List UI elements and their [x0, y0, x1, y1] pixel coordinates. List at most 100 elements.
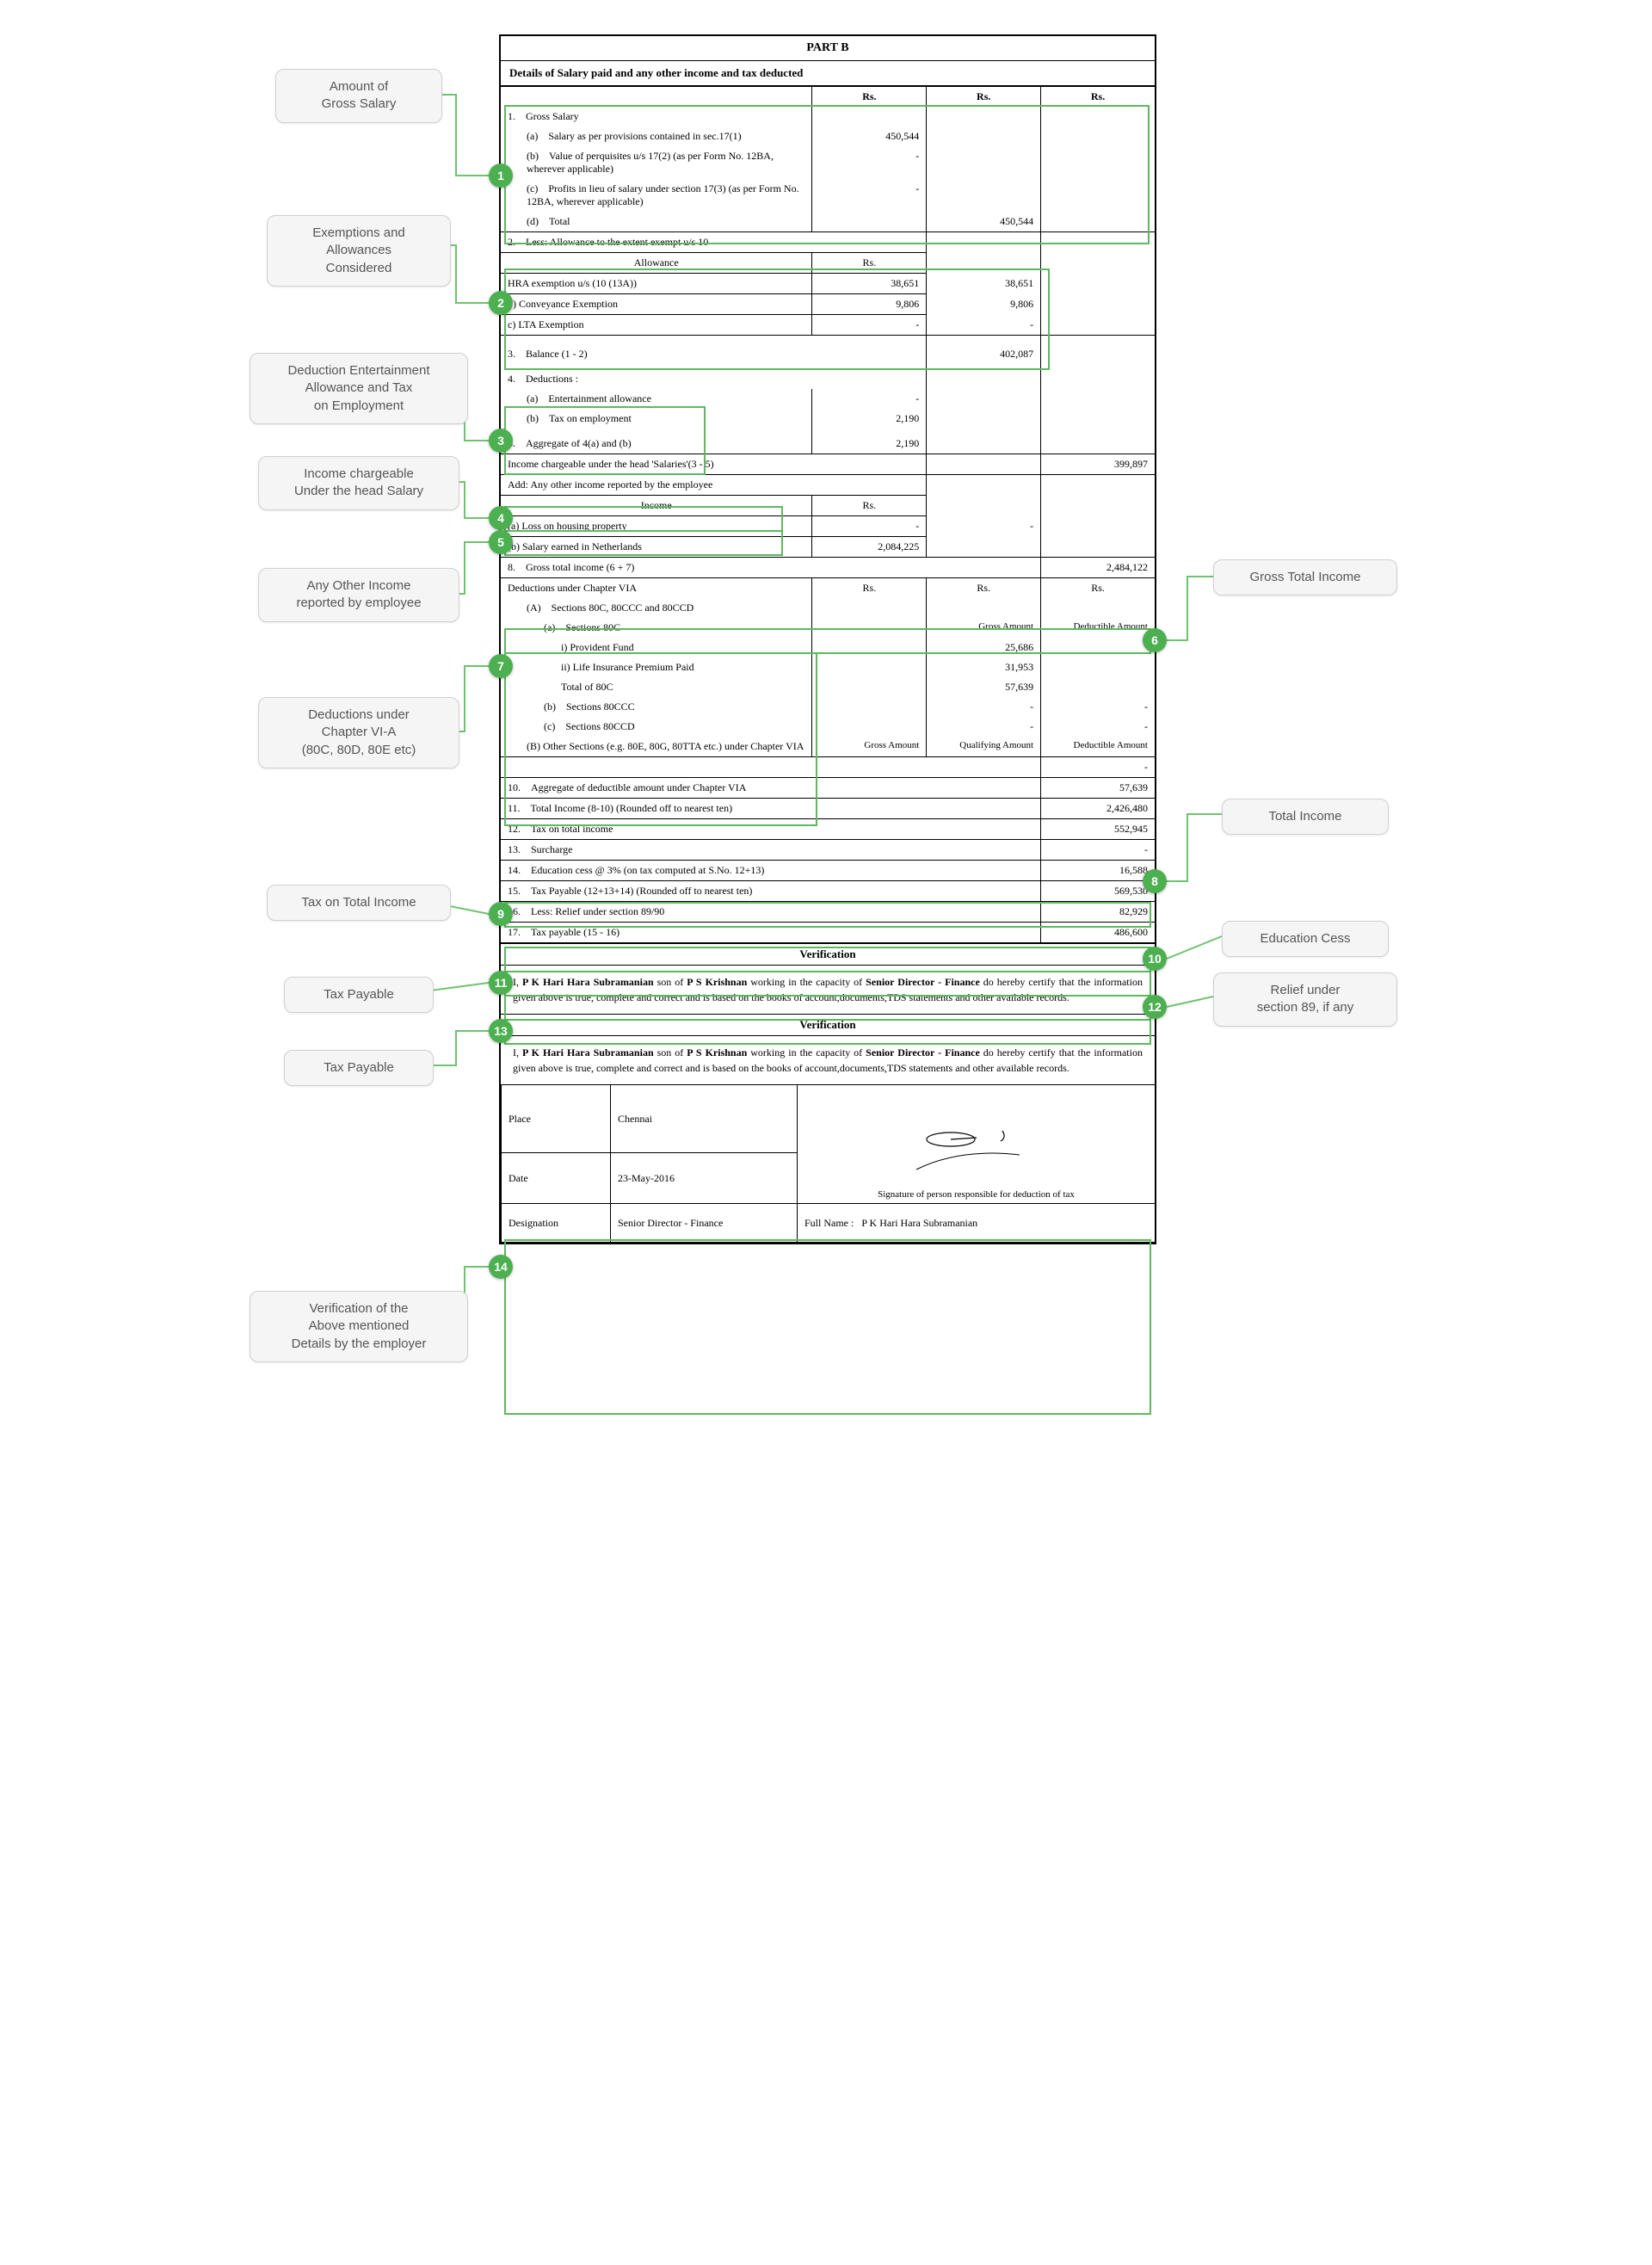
- s9-rs1: Rs.: [812, 578, 927, 599]
- marker-7: 7: [489, 654, 513, 678]
- s1-title: 1. Gross Salary: [501, 107, 812, 127]
- s7-b-v1: 2,084,225: [812, 537, 927, 558]
- verif-text-2: I, P K Hari Hara Subramanian son of P S …: [501, 1036, 1155, 1084]
- s4-a: (a) Entertainment allowance: [501, 389, 812, 409]
- callout-14: Verification of theAbove mentionedDetail…: [250, 1291, 468, 1362]
- s9-a: (a) Sections 80C: [501, 618, 812, 638]
- marker-2: 2: [489, 291, 513, 315]
- s6-title: Income chargeable under the head 'Salari…: [501, 454, 927, 475]
- marker-12: 12: [1143, 995, 1167, 1019]
- signature-icon: [891, 1122, 1063, 1182]
- s7-b: (b) Salary earned in Netherlands: [501, 537, 812, 558]
- s3-title: 3. Balance (1 - 2): [501, 336, 927, 365]
- callout-4: Income chargeableUnder the head Salary: [258, 456, 459, 510]
- s14-val: 16,588: [1041, 861, 1155, 881]
- s2-conv-v2: 9,806: [927, 294, 1041, 315]
- callout-9: Tax on Total Income: [267, 885, 451, 921]
- s9-B-ded: Deductible Amount: [1041, 737, 1155, 757]
- s9-c-v2: -: [1041, 717, 1155, 737]
- s9-c-v: -: [927, 717, 1041, 737]
- marker-9: 9: [489, 902, 513, 926]
- marker-6: 6: [1143, 628, 1167, 652]
- rs-col-1: Rs.: [812, 87, 927, 108]
- s15-title: 15. Tax Payable (12+13+14) (Rounded off …: [501, 881, 1041, 902]
- s7-income-hdr: Income: [501, 496, 812, 516]
- s2-allowance-hdr: Allowance: [501, 253, 812, 274]
- s1-d: (d) Total: [501, 212, 812, 232]
- s17-title: 17. Tax payable (15 - 16): [501, 923, 1041, 943]
- s8-title: 8. Gross total income (6 + 7): [501, 558, 1041, 578]
- callout-10: Education Cess: [1222, 921, 1389, 957]
- fullname-val: P K Hari Hara Subramanian: [861, 1217, 977, 1229]
- callout-3: Deduction EntertainmentAllowance and Tax…: [250, 353, 468, 424]
- s9-a-i-v: 25,686: [927, 638, 1041, 657]
- marker-14: 14: [489, 1255, 513, 1279]
- fullname-lbl: Full Name :: [804, 1217, 854, 1229]
- date-lbl: Date: [502, 1153, 611, 1204]
- s9-ded-lbl: Deductible Amount: [1041, 618, 1155, 638]
- s11-title: 11. Total Income (8-10) (Rounded off to …: [501, 799, 1041, 819]
- s9-rs3: Rs.: [1041, 578, 1155, 599]
- s9-B-gross: Gross Amount: [812, 737, 927, 757]
- s11-val: 2,426,480: [1041, 799, 1155, 819]
- place-val: Chennai: [611, 1085, 798, 1153]
- s1-b: (b) Value of perquisites u/s 17(2) (as p…: [501, 146, 812, 179]
- rs-col-3: Rs.: [1041, 87, 1155, 108]
- marker-4: 4: [489, 506, 513, 530]
- callout-5: Any Other Incomereported by employee: [258, 568, 459, 622]
- s4-title: 4. Deductions :: [501, 364, 927, 389]
- s7-a-v1: -: [812, 516, 927, 537]
- s2-title: 2. Less: Allowance to the extent exempt …: [501, 232, 927, 253]
- callout-12: Relief undersection 89, if any: [1213, 972, 1397, 1027]
- callout-1: Amount ofGross Salary: [275, 69, 442, 123]
- s2-hra-v1: 38,651: [812, 274, 927, 294]
- s2-lta-v1: -: [812, 315, 927, 336]
- s9-a-tot: Total of 80C: [501, 677, 812, 697]
- s9-b: (b) Sections 80CCC: [501, 697, 812, 717]
- s9-gross-lbl: Gross Amount: [927, 618, 1041, 638]
- s3-val: 402,087: [927, 336, 1041, 365]
- sig-caption: Signature of person responsible for dedu…: [804, 1189, 1148, 1200]
- salary-table: Rs. Rs. Rs. 1. Gross Salary (a) Salary a…: [501, 86, 1155, 943]
- marker-8: 8: [1143, 869, 1167, 893]
- s10-title: 10. Aggregate of deductible amount under…: [501, 778, 1041, 799]
- s14-title: 14. Education cess @ 3% (on tax computed…: [501, 861, 1041, 881]
- s2-conv: b) Conveyance Exemption: [501, 294, 812, 315]
- s2-lta: c) LTA Exemption: [501, 315, 812, 336]
- s16-val: 82,929: [1041, 902, 1155, 923]
- verif-text-1: I, P K Hari Hara Subramanian son of P S …: [501, 966, 1155, 1014]
- s9-c: (c) Sections 80CCD: [501, 717, 812, 737]
- rs-col-2: Rs.: [927, 87, 1041, 108]
- s1-c-val: -: [812, 179, 927, 212]
- s9-a-tot-v: 57,639: [927, 677, 1041, 697]
- s2-conv-v1: 9,806: [812, 294, 927, 315]
- s7-a-v2: -: [927, 516, 1041, 537]
- s1-b-val: -: [812, 146, 927, 179]
- s2-hra-v2: 38,651: [927, 274, 1041, 294]
- marker-11: 11: [489, 971, 513, 995]
- s1-a: (a) Salary as per provisions contained i…: [501, 127, 812, 146]
- callout-2: Exemptions andAllowancesConsidered: [267, 215, 451, 287]
- place-lbl: Place: [502, 1085, 611, 1153]
- s2-hra: HRA exemption u/s (10 (13A)): [501, 274, 812, 294]
- s16-title: 16. Less: Relief under section 89/90: [501, 902, 1041, 923]
- s9-B: (B) Other Sections (e.g. 80E, 80G, 80TTA…: [501, 737, 812, 757]
- callout-6: Gross Total Income: [1213, 559, 1397, 596]
- marker-13: 13: [489, 1019, 513, 1043]
- s9-b-v: -: [927, 697, 1041, 717]
- verif-heading-2: Verification: [501, 1014, 1155, 1036]
- s7-a: (a) Loss on housing property: [501, 516, 812, 537]
- s9-A: (A) Sections 80C, 80CCC and 80CCD: [501, 598, 812, 618]
- form-partb: PART B Details of Salary paid and any ot…: [499, 34, 1156, 1244]
- s12-title: 12. Tax on total income: [501, 819, 1041, 840]
- callout-11: Tax Payable: [284, 977, 434, 1013]
- s8-val: 2,484,122: [1041, 558, 1155, 578]
- callout-7: Deductions underChapter VI-A(80C, 80D, 8…: [258, 697, 459, 768]
- s5-title: 5. Aggregate of 4(a) and (b): [501, 429, 812, 454]
- s13-title: 13. Surcharge: [501, 840, 1041, 861]
- verif-footer: Place Chennai Signature of person respon…: [501, 1084, 1155, 1243]
- s13-val: -: [1041, 840, 1155, 861]
- s1-c: (c) Profits in lieu of salary under sect…: [501, 179, 812, 212]
- s2-rs: Rs.: [812, 253, 927, 274]
- callout-13: Tax Payable: [284, 1050, 434, 1086]
